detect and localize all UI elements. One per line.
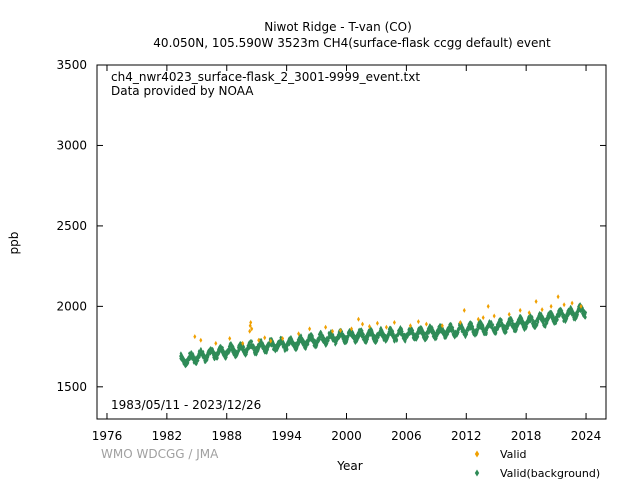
valid-point — [458, 320, 462, 325]
legend-background-marker — [474, 469, 480, 477]
chart-title-line1: Niwot Ridge - T-van (CO) — [264, 20, 412, 34]
valid-point — [241, 340, 245, 346]
valid-point — [392, 320, 396, 325]
x-tick-label: 1982 — [152, 429, 183, 443]
x-tick-label: 1988 — [211, 429, 242, 443]
valid-point — [250, 326, 254, 332]
x-tick-label: 2006 — [391, 429, 422, 443]
valid-point — [534, 299, 538, 304]
valid-point — [375, 320, 379, 326]
valid-point — [357, 316, 360, 322]
valid-point — [331, 328, 334, 334]
plot-frame — [96, 64, 607, 420]
x-tick-label: 2018 — [511, 429, 542, 443]
x-tick-label: 2000 — [331, 429, 362, 443]
valid-point — [424, 321, 428, 327]
valid-point — [562, 302, 566, 308]
x-axis-label: Year — [336, 459, 362, 473]
legend-background-label: Valid(background) — [500, 467, 600, 480]
valid-point — [281, 336, 285, 341]
valid-point — [257, 337, 261, 343]
background-series-points — [179, 302, 588, 369]
valid-point — [440, 323, 444, 329]
valid-point — [193, 334, 197, 340]
valid-point — [308, 326, 312, 332]
valid-point — [518, 307, 522, 313]
y-tick-label: 1500 — [56, 380, 87, 394]
valid-point — [416, 319, 420, 325]
valid-point — [339, 328, 342, 333]
x-axis: 1976 1982 1988 1994 2000 2006 2012 2018 2024 — [92, 65, 602, 443]
valid-point — [462, 307, 466, 313]
y-tick-label: 3000 — [56, 138, 87, 152]
valid-point — [507, 311, 511, 317]
valid-point — [384, 324, 388, 330]
legend: Valid Valid(background) — [474, 448, 600, 480]
valid-point — [408, 323, 412, 329]
valid-point — [540, 307, 544, 313]
valid-point — [527, 310, 531, 316]
filename-annotation: ch4_nwr4023_surface-flask_2_3001-9999_ev… — [111, 70, 420, 84]
valid-point — [297, 331, 301, 337]
provider-annotation: Data provided by NOAA — [111, 84, 254, 98]
legend-valid-marker — [474, 450, 480, 458]
y-axis: 1500 2000 2500 3000 3500 — [56, 58, 606, 394]
x-tick-label: 1994 — [271, 429, 302, 443]
y-tick-label: 2000 — [56, 299, 87, 313]
valid-point — [361, 321, 364, 327]
y-axis-label: ppb — [7, 232, 21, 255]
valid-point — [476, 316, 480, 322]
x-tick-label: 1976 — [92, 429, 123, 443]
valid-point — [579, 303, 583, 309]
valid-point — [248, 328, 252, 334]
x-tick-label: 2012 — [451, 429, 482, 443]
valid-point — [199, 337, 203, 343]
plot-marks — [179, 294, 588, 369]
valid-point — [549, 303, 553, 309]
x-tick-label: 2024 — [571, 429, 602, 443]
legend-valid-label: Valid — [500, 448, 527, 461]
valid-point — [570, 300, 574, 306]
valid-point — [249, 320, 253, 325]
valid-point — [263, 335, 267, 341]
valid-point — [481, 315, 485, 321]
valid-point — [556, 294, 560, 300]
valid-point — [214, 340, 218, 346]
valid-point — [324, 324, 328, 330]
valid-point — [350, 326, 353, 332]
valid-point — [269, 338, 273, 344]
y-tick-label: 3500 — [56, 58, 87, 72]
valid-point — [368, 324, 371, 329]
date-range-annotation: 1983/05/11 - 2023/12/26 — [111, 398, 261, 412]
valid-point — [228, 336, 232, 341]
credit-text: WMO WDCGG / JMA — [101, 447, 219, 461]
valid-point — [492, 313, 496, 319]
valid-point — [486, 303, 490, 309]
chart-title-line2: 40.050N, 105.590W 3523m CH4(surface-flas… — [153, 36, 551, 50]
y-tick-label: 2500 — [56, 219, 87, 233]
